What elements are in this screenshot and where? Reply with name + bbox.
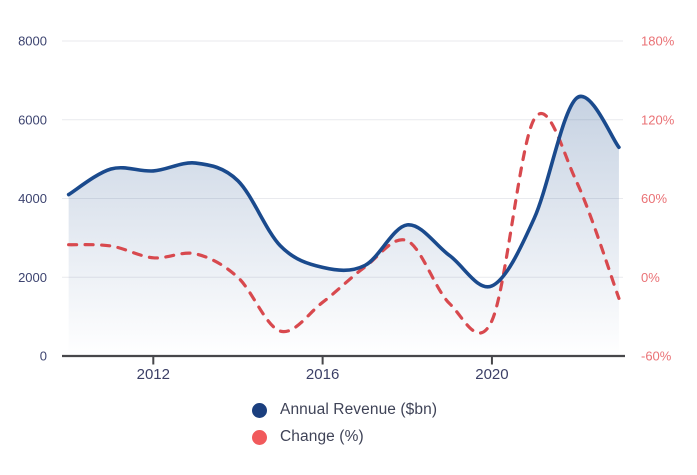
x-axis-label: 2012	[137, 366, 170, 383]
legend: Annual Revenue ($bn) Change (%)	[252, 401, 437, 446]
y-axis-label-right: -60%	[641, 349, 672, 364]
y-axis-label-right: 180%	[641, 34, 675, 49]
y-axis-label-right: 60%	[641, 191, 667, 206]
change-legend-label: Change (%)	[280, 428, 364, 445]
y-axis-label-left: 8000	[18, 34, 47, 49]
revenue-legend-label: Annual Revenue ($bn)	[280, 401, 438, 418]
revenue-legend-dot	[252, 402, 267, 418]
x-axis-label: 2016	[306, 366, 339, 383]
legend-item-revenue: Annual Revenue ($bn)	[252, 401, 437, 419]
revenue-area	[68, 96, 619, 356]
y-axis-label-left: 6000	[18, 112, 47, 127]
change-legend-dot	[252, 429, 267, 445]
y-axis-label-left: 4000	[18, 191, 47, 206]
revenue-line	[66, 94, 621, 289]
y-axis-label-right: 120%	[641, 112, 675, 127]
y-axis-label-left: 0	[40, 349, 47, 364]
y-axis-label-right: 0%	[641, 270, 660, 285]
legend-item-change: Change (%)	[252, 428, 437, 446]
x-axis-label: 2020	[475, 366, 508, 383]
y-axis-label-left: 2000	[18, 270, 47, 285]
